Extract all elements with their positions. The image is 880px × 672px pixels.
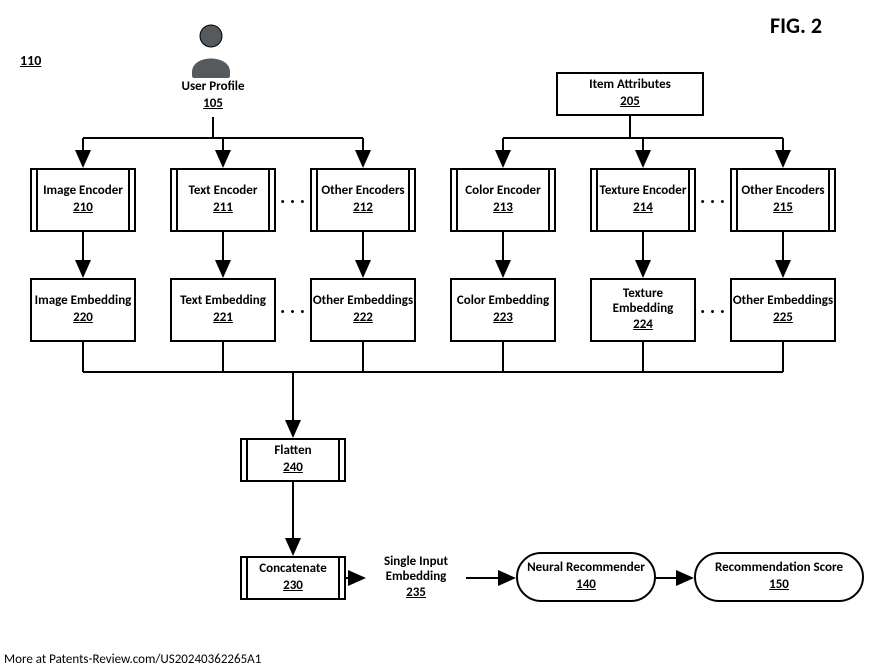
texture-embedding-label: Texture Embedding bbox=[592, 287, 694, 317]
color-embedding-box: Color Embedding 223 bbox=[450, 278, 556, 342]
concatenate-label: Concatenate bbox=[259, 562, 327, 577]
texture-encoder-ref: 214 bbox=[633, 201, 653, 216]
diagram-canvas: { "figure": { "title": "FIG. 2", "title_… bbox=[0, 0, 880, 672]
texture-encoder-box: Texture Encoder 214 bbox=[590, 168, 696, 232]
other-embeddings-left-ref: 222 bbox=[353, 311, 373, 326]
color-embedding-label: Color Embedding bbox=[457, 294, 549, 309]
image-embedding-ref: 220 bbox=[73, 311, 93, 326]
item-attributes-ref: 205 bbox=[620, 95, 640, 110]
other-embeddings-right-ref: 225 bbox=[773, 311, 793, 326]
other-encoders-right-box: Other Encoders 215 bbox=[730, 168, 836, 232]
other-embeddings-left-label: Other Embeddings bbox=[313, 294, 413, 309]
text-encoder-ref: 211 bbox=[213, 201, 233, 216]
user-profile-text: User Profile bbox=[181, 80, 244, 95]
other-embeddings-right-label: Other Embeddings bbox=[733, 294, 833, 309]
other-encoders-left-ref: 212 bbox=[353, 201, 373, 216]
texture-encoder-label: Texture Encoder bbox=[600, 184, 687, 199]
user-profile-ref: 105 bbox=[203, 97, 223, 112]
score-ref: 150 bbox=[769, 578, 789, 593]
text-embedding-label: Text Embedding bbox=[180, 294, 266, 309]
single-input-text: Single Input Embedding bbox=[366, 555, 466, 585]
single-input-embedding-label: Single Input Embedding 235 bbox=[366, 556, 466, 600]
flatten-box: Flatten 240 bbox=[240, 438, 346, 482]
other-encoders-right-label: Other Encoders bbox=[741, 184, 824, 199]
other-embeddings-left-box: Other Embeddings 222 bbox=[310, 278, 416, 342]
other-encoders-left-box: Other Encoders 212 bbox=[310, 168, 416, 232]
text-encoder-box: Text Encoder 211 bbox=[170, 168, 276, 232]
other-encoders-right-ref: 215 bbox=[773, 201, 793, 216]
neural-recommender-box: Neural Recommender 140 bbox=[516, 552, 656, 602]
score-label: Recommendation Score bbox=[715, 561, 843, 576]
single-input-ref: 235 bbox=[406, 586, 426, 601]
neural-label: Neural Recommender bbox=[527, 561, 645, 576]
image-encoder-ref: 210 bbox=[73, 201, 93, 216]
color-embedding-ref: 223 bbox=[493, 311, 513, 326]
concatenate-ref: 230 bbox=[283, 579, 303, 594]
other-embeddings-right-box: Other Embeddings 225 bbox=[730, 278, 836, 342]
image-embedding-label: Image Embedding bbox=[35, 294, 132, 309]
color-encoder-label: Color Encoder bbox=[465, 184, 540, 199]
item-attributes-box: Item Attributes 205 bbox=[556, 72, 704, 116]
user-profile-label: User Profile 105 bbox=[165, 80, 261, 112]
ellipsis-encoders-right: · · · bbox=[699, 192, 727, 211]
color-encoder-box: Color Encoder 213 bbox=[450, 168, 556, 232]
ellipsis-embeddings-right: · · · bbox=[699, 302, 727, 321]
recommendation-score-box: Recommendation Score 150 bbox=[694, 552, 864, 602]
image-embedding-box: Image Embedding 220 bbox=[30, 278, 136, 342]
ellipsis-encoders-left: · · · bbox=[279, 192, 307, 211]
other-encoders-left-label: Other Encoders bbox=[321, 184, 404, 199]
image-encoder-box: Image Encoder 210 bbox=[30, 168, 136, 232]
text-embedding-box: Text Embedding 221 bbox=[170, 278, 276, 342]
figure-ref-110: 110 bbox=[20, 52, 41, 69]
concatenate-box: Concatenate 230 bbox=[240, 556, 346, 600]
texture-embedding-ref: 224 bbox=[633, 318, 653, 333]
user-icon bbox=[186, 22, 236, 78]
footer-text: More at Patents-Review.com/US20240362265… bbox=[4, 652, 261, 667]
flatten-label: Flatten bbox=[274, 444, 311, 459]
figure-title: FIG. 2 bbox=[770, 12, 822, 39]
texture-embedding-box: Texture Embedding 224 bbox=[590, 278, 696, 342]
ellipsis-embeddings-left: · · · bbox=[279, 302, 307, 321]
color-encoder-ref: 213 bbox=[493, 201, 513, 216]
text-encoder-label: Text Encoder bbox=[189, 184, 258, 199]
flatten-ref: 240 bbox=[283, 461, 303, 476]
image-encoder-label: Image Encoder bbox=[43, 184, 123, 199]
neural-ref: 140 bbox=[576, 578, 596, 593]
item-attributes-text: Item Attributes bbox=[589, 78, 671, 93]
text-embedding-ref: 221 bbox=[213, 311, 233, 326]
